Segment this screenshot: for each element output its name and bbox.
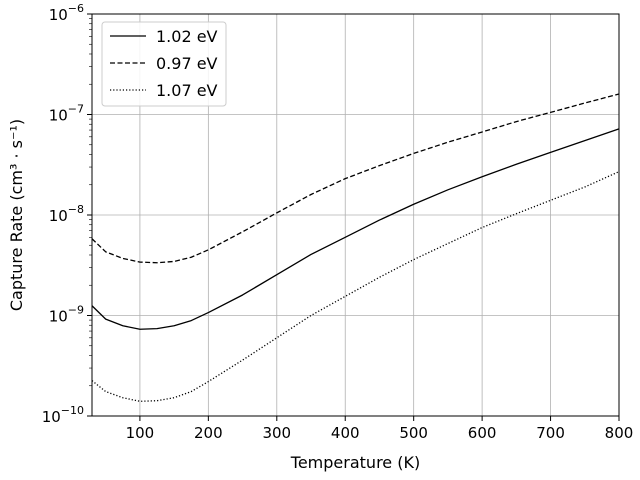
y-tick-label: 10−9 (49, 304, 84, 326)
x-tick-label: 300 (262, 424, 291, 442)
series-line (91, 93, 620, 264)
legend-box (101, 21, 227, 107)
x-axis-ticks: 100 200 300 400 500 600 700 800 (126, 416, 634, 442)
x-tick-label: 500 (399, 424, 428, 442)
y-axis-title: Capture Rate (cm³ · s⁻¹) (7, 119, 26, 311)
y-tick-label: 10−10 (42, 404, 84, 426)
y-tick-label: 10−6 (49, 2, 84, 24)
legend: 1.02 eV 0.97 eV 1.07 eV (101, 21, 227, 107)
y-tick-label: 10−7 (49, 103, 84, 125)
series-line (91, 128, 620, 330)
x-tick-label: 800 (605, 424, 634, 442)
x-axis-title: Temperature (K) (290, 453, 420, 472)
x-tick-label: 200 (194, 424, 223, 442)
legend-label: 0.97 eV (156, 54, 218, 73)
legend-label: 1.02 eV (156, 27, 218, 46)
y-tick-label: 10−8 (49, 203, 84, 225)
x-tick-label: 600 (468, 424, 497, 442)
x-tick-label: 100 (126, 424, 155, 442)
series-lines (91, 93, 620, 402)
y-axis-ticks: 10−10 10−9 10−8 10−7 10−6 (42, 2, 92, 426)
x-tick-label: 700 (536, 424, 565, 442)
series-line (91, 171, 620, 402)
x-tick-label: 400 (331, 424, 360, 442)
legend-label: 1.07 eV (156, 81, 218, 100)
